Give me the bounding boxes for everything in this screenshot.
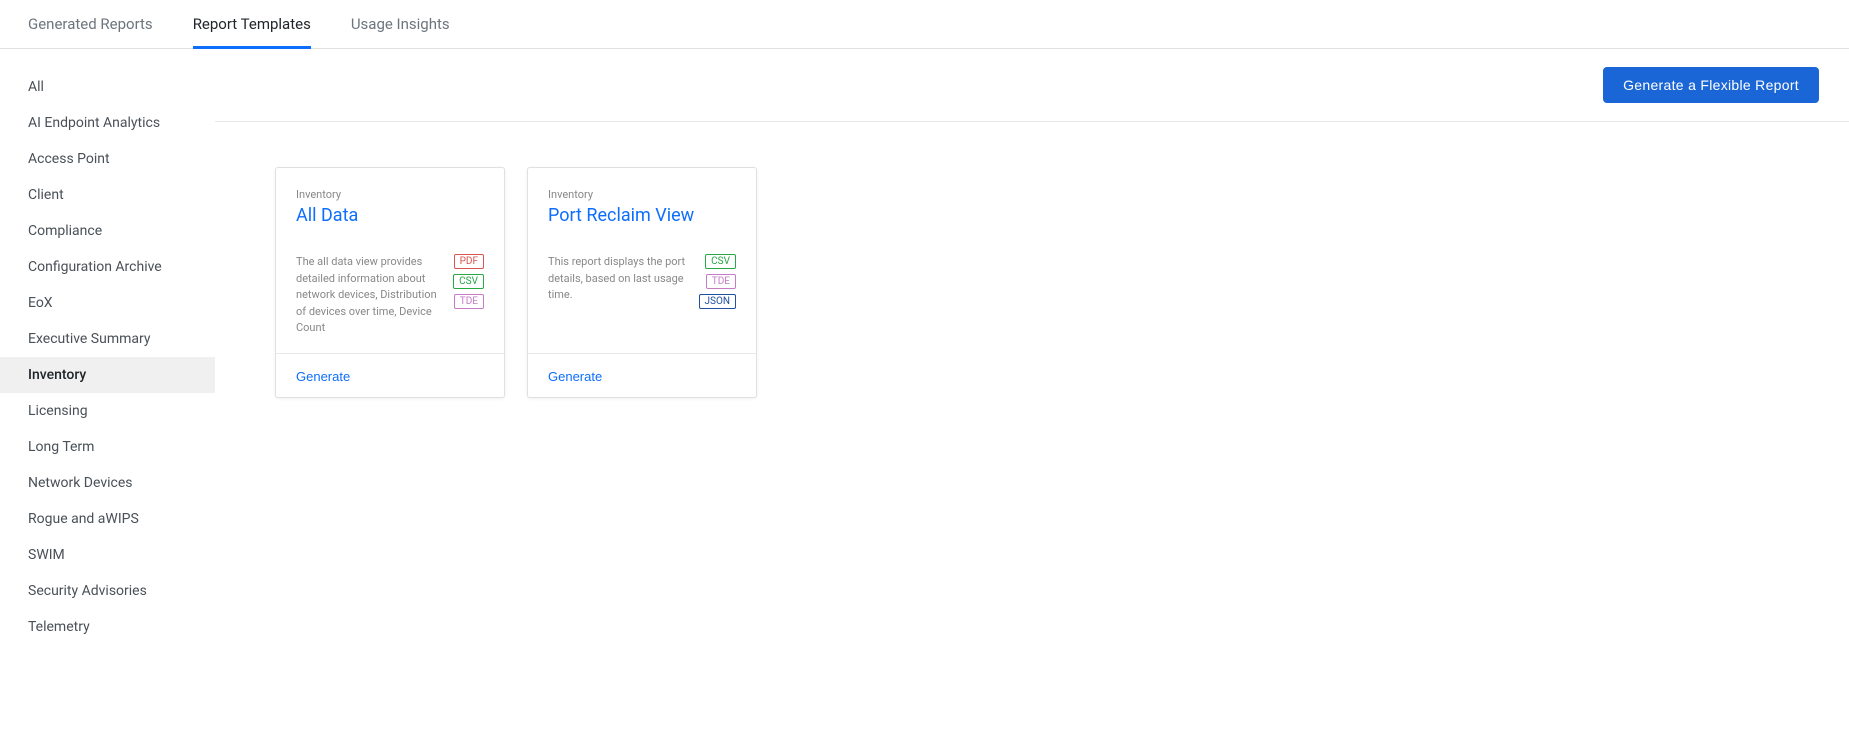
card-category: Inventory	[296, 188, 484, 201]
sidebar-item-inventory[interactable]: Inventory	[0, 357, 215, 393]
card-description: The all data view provides detailed info…	[296, 254, 441, 337]
sidebar-item-ai-endpoint-analytics[interactable]: AI Endpoint Analytics	[0, 105, 215, 141]
content-wrapper: AllAI Endpoint AnalyticsAccess PointClie…	[0, 49, 1849, 645]
sidebar-item-configuration-archive[interactable]: Configuration Archive	[0, 249, 215, 285]
sidebar-item-rogue-and-awips[interactable]: Rogue and aWIPS	[0, 501, 215, 537]
sidebar-item-client[interactable]: Client	[0, 177, 215, 213]
card-badges: CSV TDE JSON	[699, 254, 736, 309]
card-body: Inventory All Data The all data view provi…	[276, 168, 504, 353]
report-template-card: Inventory Port Reclaim View This report di…	[527, 167, 757, 398]
report-template-card: Inventory All Data The all data view provi…	[275, 167, 505, 398]
sidebar-item-licensing[interactable]: Licensing	[0, 393, 215, 429]
card-description: This report displays the port details, b…	[548, 254, 687, 304]
sidebar-item-swim[interactable]: SWIM	[0, 537, 215, 573]
sidebar-item-executive-summary[interactable]: Executive Summary	[0, 321, 215, 357]
card-title[interactable]: All Data	[296, 205, 484, 226]
format-badge-csv: CSV	[705, 254, 736, 269]
sidebar-item-access-point[interactable]: Access Point	[0, 141, 215, 177]
format-badge-tde: TDE	[454, 294, 484, 309]
card-content: The all data view provides detailed info…	[296, 254, 484, 337]
tab-generated-reports[interactable]: Generated Reports	[28, 0, 173, 48]
sidebar-item-telemetry[interactable]: Telemetry	[0, 609, 215, 645]
sidebar-item-eox[interactable]: EoX	[0, 285, 215, 321]
main-content: Generate a Flexible Report Inventory All …	[215, 49, 1849, 645]
sidebar-item-compliance[interactable]: Compliance	[0, 213, 215, 249]
card-footer: Generate	[276, 353, 504, 397]
generate-button[interactable]: Generate	[548, 369, 602, 384]
sidebar-item-all[interactable]: All	[0, 69, 215, 105]
card-content: This report displays the port details, b…	[548, 254, 736, 309]
sidebar-item-security-advisories[interactable]: Security Advisories	[0, 573, 215, 609]
sidebar-item-long-term[interactable]: Long Term	[0, 429, 215, 465]
tab-usage-insights[interactable]: Usage Insights	[351, 0, 470, 48]
card-category: Inventory	[548, 188, 736, 201]
generate-flexible-report-button[interactable]: Generate a Flexible Report	[1603, 67, 1819, 103]
card-body: Inventory Port Reclaim View This report di…	[528, 168, 756, 353]
card-title[interactable]: Port Reclaim View	[548, 205, 736, 226]
generate-button[interactable]: Generate	[296, 369, 350, 384]
tab-report-templates[interactable]: Report Templates	[193, 0, 331, 48]
card-footer: Generate	[528, 353, 756, 397]
cards-container: Inventory All Data The all data view provi…	[215, 122, 1849, 398]
format-badge-pdf: PDF	[454, 254, 484, 269]
card-badges: PDF CSV TDE	[453, 254, 484, 309]
format-badge-tde: TDE	[706, 274, 736, 289]
format-badge-csv: CSV	[453, 274, 484, 289]
sidebar: AllAI Endpoint AnalyticsAccess PointClie…	[0, 49, 215, 645]
toolbar: Generate a Flexible Report	[215, 49, 1849, 122]
format-badge-json: JSON	[699, 294, 736, 309]
tabs-bar: Generated Reports Report Templates Usage I…	[0, 0, 1849, 49]
sidebar-item-network-devices[interactable]: Network Devices	[0, 465, 215, 501]
